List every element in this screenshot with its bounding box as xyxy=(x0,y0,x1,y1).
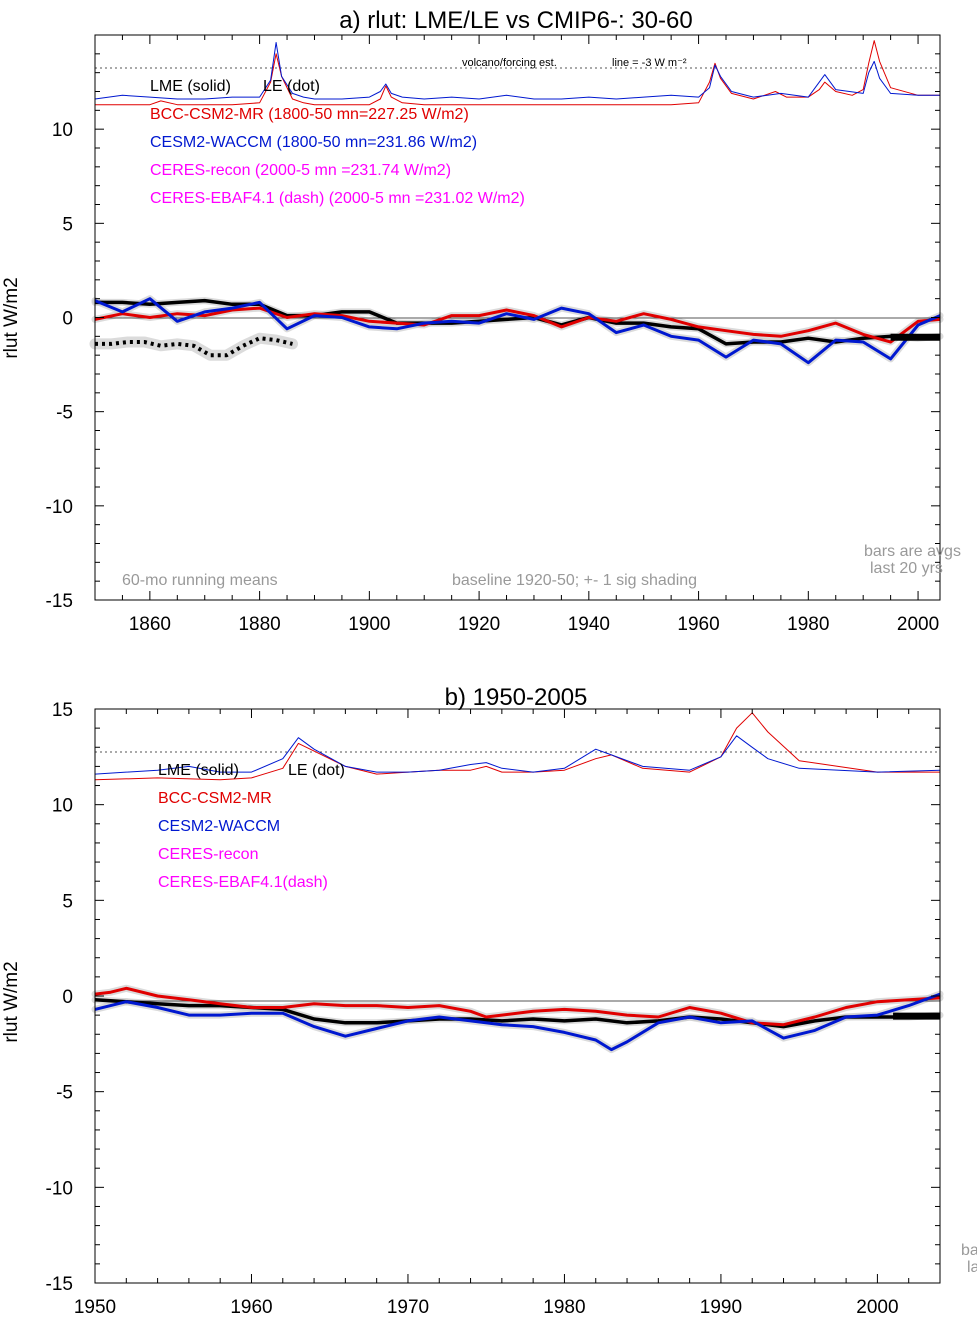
panel-b-series-cesm2-waccm xyxy=(94,992,941,1052)
panel-a-x-tick-label: 1900 xyxy=(348,614,390,635)
panel-a-x-tick-label: 1980 xyxy=(787,614,829,635)
panel-b-series-cesm2-waccm-volcano-forcing-est xyxy=(94,735,941,775)
panel-a-refline-note: line = -3 W m⁻² xyxy=(612,57,687,69)
panel-a-title: a) rlut: LME/LE vs CMIP6-: 30-60 xyxy=(339,7,692,34)
panel-b-y-tick-label: -10 xyxy=(46,1178,73,1199)
panel-b-bars-note: ba xyxy=(961,1242,977,1259)
panel-a-series xyxy=(94,40,941,365)
panel-b-y-tick-label: 5 xyxy=(62,891,73,912)
panel-a-bars-note: bars are avgs xyxy=(864,543,961,560)
panel-a: a) rlut: LME/LE vs CMIP6-: 30-60 rlut W/… xyxy=(1,7,961,635)
panel-a-legend-le: LE (dot) xyxy=(263,78,320,95)
panel-a-ticks: 1860 1880 1900 1920 1940 1960 1980 2000 -15 -10 -5… xyxy=(46,34,940,635)
panel-b-ticks: 1950 1960 1970 1980 1990 2000 -15 -10 -5 0 5 10 15 xyxy=(46,700,941,1318)
panel-b-y-tick-label: 15 xyxy=(52,700,73,721)
panel-b: b) 1950-2005 rlut W/m2 1950 1960 1970 1980 1… xyxy=(1,684,977,1318)
panel-b-legend-ceres-recon: CERES-recon xyxy=(158,846,258,863)
panel-a-running-mean-note: 60-mo running means xyxy=(122,572,278,589)
panel-a-series-cesm2-waccm-volcano-forcing-est xyxy=(94,42,940,100)
panel-b-x-tick-label: 1970 xyxy=(387,1297,429,1318)
panel-b-series xyxy=(94,712,941,1052)
panel-b-x-tick-label: 1990 xyxy=(700,1297,742,1318)
panel-a-series-le-dot xyxy=(95,336,293,358)
panel-b-x-tick-label: 1960 xyxy=(230,1297,272,1318)
panel-a-x-tick-label: 1920 xyxy=(458,614,500,635)
panel-a-legend-bcc: BCC-CSM2-MR (1800-50 mn=227.25 W/m2) xyxy=(150,106,469,123)
panel-b-last20-note: la xyxy=(967,1259,977,1276)
panel-a-ylabel: rlut W/m2 xyxy=(1,277,22,358)
panel-b-ylabel: rlut W/m2 xyxy=(1,961,22,1042)
panel-a-last20-note: last 20 yrs xyxy=(870,560,943,577)
panel-a-y-tick-label: 5 xyxy=(62,214,73,235)
panel-a-x-tick-label: 1960 xyxy=(677,614,719,635)
panel-a-legend-ceres-recon: CERES-recon (2000-5 mn =231.74 W/m2) xyxy=(150,162,451,179)
panel-a-x-tick-label: 1880 xyxy=(238,614,280,635)
panel-a-y-tick-label: 0 xyxy=(62,309,73,330)
panel-a-legend-cesm: CESM2-WACCM (1800-50 mn=231.86 W/m2) xyxy=(150,134,477,151)
panel-a-y-tick-label: -15 xyxy=(46,591,73,612)
panel-b-x-tick-label: 1980 xyxy=(543,1297,585,1318)
panel-b-x-tick-label: 1950 xyxy=(74,1297,116,1318)
panel-a-x-tick-label: 1940 xyxy=(568,614,610,635)
panel-a-y-tick-label: -5 xyxy=(56,403,73,424)
panel-b-legend-le: LE (dot) xyxy=(288,762,345,779)
panel-a-x-tick-label: 1860 xyxy=(129,614,171,635)
panel-a-x-tick-label: 2000 xyxy=(897,614,939,635)
panel-b-title: b) 1950-2005 xyxy=(445,684,588,711)
panel-a-series-bcc-csm2-mr xyxy=(94,306,941,344)
panel-b-series-bcc-csm2-mr-volcano-forcing-est xyxy=(94,712,940,781)
panel-a-volcano-note: volcano/forcing est. xyxy=(462,57,557,69)
panel-a-y-tick-label: 10 xyxy=(52,120,73,141)
panel-b-legend-ceres-ebaf: CERES-EBAF4.1(dash) xyxy=(158,874,328,891)
panel-a-legend-lme: LME (solid) xyxy=(150,78,231,95)
panel-a-series-bcc-csm2-mr-volcano-forcing-est xyxy=(95,40,940,106)
panel-b-y-tick-label: -15 xyxy=(46,1274,73,1295)
panel-a-series-cesm2-waccm xyxy=(94,297,941,365)
panel-b-legend-cesm: CESM2-WACCM xyxy=(158,818,280,835)
panel-b-y-tick-label: 10 xyxy=(52,796,73,817)
panel-a-series-lme-solid xyxy=(95,298,941,346)
panel-b-y-tick-label: 0 xyxy=(62,987,73,1008)
panel-b-legend-bcc: BCC-CSM2-MR xyxy=(158,790,272,807)
panel-b-series-bcc-csm2-mr xyxy=(94,986,941,1027)
panel-b-legend-lme: LME (solid) xyxy=(158,762,239,779)
panel-b-x-tick-label: 2000 xyxy=(856,1297,898,1318)
panel-a-y-tick-label: -10 xyxy=(46,497,73,518)
panel-b-y-tick-label: -5 xyxy=(56,1083,73,1104)
panel-a-baseline-note: baseline 1920-50; +- 1 sig shading xyxy=(452,572,697,589)
panel-a-legend-ceres-ebaf: CERES-EBAF4.1 (dash) (2000-5 mn =231.02 … xyxy=(150,190,525,207)
